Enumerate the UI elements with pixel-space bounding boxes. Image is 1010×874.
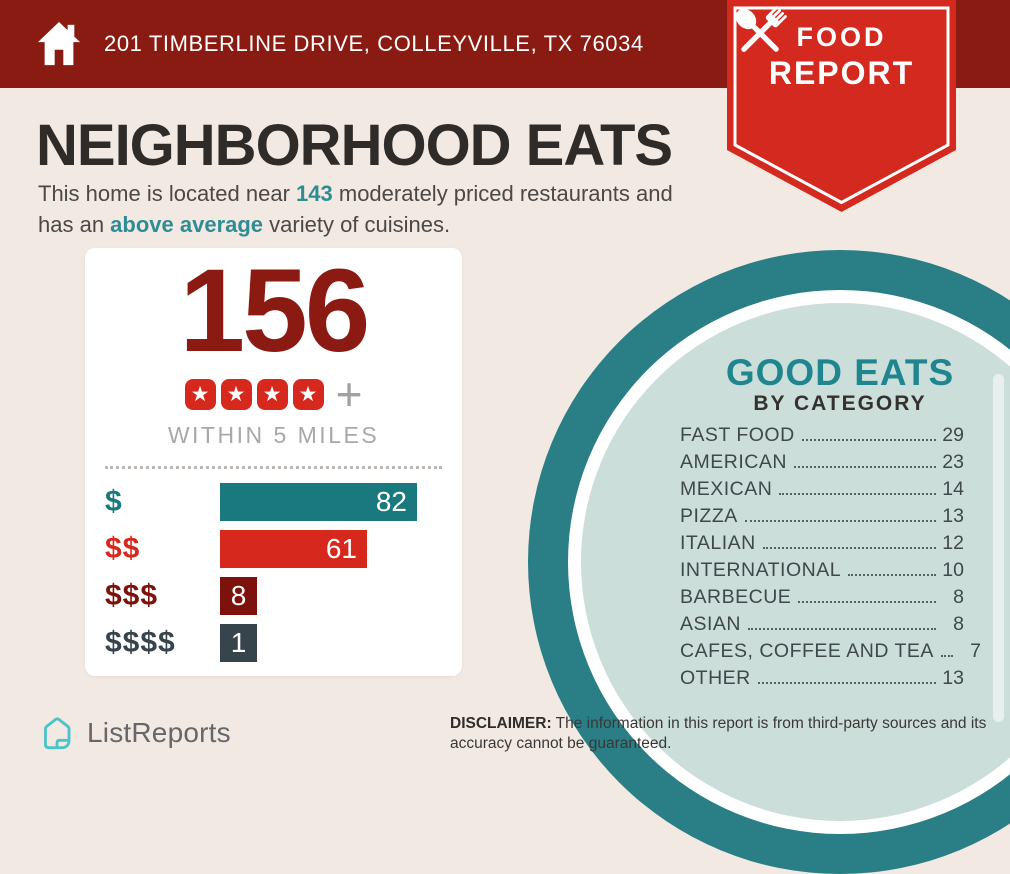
category-label: PIZZA [680,505,738,527]
category-row: BARBECUE 8 [680,586,964,613]
category-value: 10 [942,559,964,581]
rating-row: ★ ★ ★ ★ + [85,367,462,420]
dotted-leader [798,601,936,603]
scrollbar[interactable] [993,374,1004,722]
dotted-leader [848,574,936,576]
category-row: CAFES, COFFEE AND TEA 7 [680,640,981,667]
price-tier-label: $ [105,485,123,518]
bar-value: 1 [230,627,247,658]
divider [105,466,442,469]
star-icon: ★ [256,378,288,410]
price-tier-bar: 8 [220,577,257,615]
category-value: 13 [942,667,964,689]
rating-stars: ★ ★ ★ ★ [184,378,324,410]
page-title: NEIGHBORHOOD EATS [36,113,673,178]
home-icon [37,21,81,66]
intro-text: variety of cuisines. [263,212,451,237]
intro-line1: This home is located near 143 moderately… [38,178,728,209]
category-row: ITALIAN 12 [680,532,964,559]
rating-plus-icon: + [335,367,363,420]
dotted-leader [757,682,936,684]
dotted-leader [801,439,936,441]
radius-label: WITHIN 5 MILES [167,422,380,448]
category-label: ASIAN [680,613,742,635]
category-row: PIZZA 13 [680,505,964,532]
ribbon-shape [727,0,956,212]
category-row: FAST FOOD 29 [680,424,964,451]
category-row: AMERICAN 23 [680,451,964,478]
dotted-leader [748,628,936,630]
bar-value: 82 [375,486,407,517]
property-address: 201 TIMBERLINE DRIVE, COLLEYVILLE, TX 76… [104,31,644,56]
bar-row: $82 [85,483,462,521]
star-icon: ★ [220,378,252,410]
dotted-leader [779,493,936,495]
category-label: BARBECUE [680,586,792,608]
dotted-leader [940,655,953,657]
category-value: 29 [942,424,964,446]
category-label: INTERNATIONAL [680,559,842,581]
intro-text: This home is located near [38,181,297,206]
category-label: AMERICAN [680,451,787,473]
category-value: 7 [970,640,981,662]
star-icon: ★ [184,378,216,410]
ribbon-title-line1: FOOD [796,22,887,52]
restaurant-stats-card: 156 ★ ★ ★ ★ + WITHIN 5 MILES $82 $$ 61 $$$ 8 $$$… [85,248,462,676]
food-report-ribbon: FOOD REPORT [727,0,956,214]
intro-text: has an [38,212,111,237]
category-value: 23 [942,451,964,473]
star-icon: ★ [292,378,324,410]
price-tier-label: $$ [105,532,141,565]
bar-row: $$$$ 1 [85,624,462,662]
good-eats-subtitle: BY CATEGORY [753,392,927,415]
category-value: 14 [942,478,964,500]
bar-row: $$$ 8 [85,577,462,615]
restaurant-count: 156 [179,245,371,377]
spoon-fork-icon [735,6,787,52]
category-row: ASIAN 8 [680,613,964,640]
category-value: 8 [953,586,964,608]
disclaimer-label: DISCLAIMER: [450,715,552,732]
restaurant-count-highlight: 143 [296,181,333,206]
category-label: ITALIAN [680,532,756,554]
category-row: MEXICAN 14 [680,478,964,505]
ribbon-title-line2: REPORT [768,55,915,91]
price-tier-label: $$$ [105,579,159,612]
category-row: OTHER 13 [680,667,964,694]
category-list: FAST FOOD 29 AMERICAN 23 MEXICAN 14 PIZZA 13 ITA… [680,424,981,694]
good-eats-circle-interior [581,303,1010,821]
intro-line2: has an above average variety of cuisines… [38,209,728,240]
dotted-leader [762,547,936,549]
ribbon-title: FOOD REPORT [727,22,956,92]
bar-row: $$ 61 [85,530,462,568]
intro-text: moderately priced restaurants and [332,181,673,206]
dotted-leader [744,520,936,522]
dotted-leader [793,466,936,468]
price-bars: $82 $$ 61 $$$ 8 $$$$ 1 [85,483,462,662]
category-value: 13 [942,505,964,527]
price-tier-bar: 61 [220,530,367,568]
disclaimer: DISCLAIMER: The information in this repo… [450,714,998,753]
category-label: OTHER [680,667,751,689]
category-value: 8 [953,613,964,635]
price-tier-bar: 1 [220,624,257,662]
disclaimer-text: The information in this report is from t… [450,715,987,752]
intro-paragraph: This home is located near 143 moderately… [38,178,728,240]
category-label: FAST FOOD [680,424,795,446]
above-average-highlight: above average [110,212,264,237]
category-row: INTERNATIONAL 10 [680,559,964,586]
good-eats-title: GOOD EATS [725,352,955,393]
bar-value: 61 [325,533,357,564]
listreports-brand: ListReports [36,712,231,754]
category-label: MEXICAN [680,478,773,500]
price-tier-bar: 82 [220,483,417,521]
listreports-logo-icon [44,717,71,750]
bar-value: 8 [230,580,247,611]
category-label: CAFES, COFFEE AND TEA [680,640,934,662]
brand-name: ListReports [87,717,231,748]
price-tier-label: $$$$ [105,626,176,659]
category-value: 12 [942,532,964,554]
